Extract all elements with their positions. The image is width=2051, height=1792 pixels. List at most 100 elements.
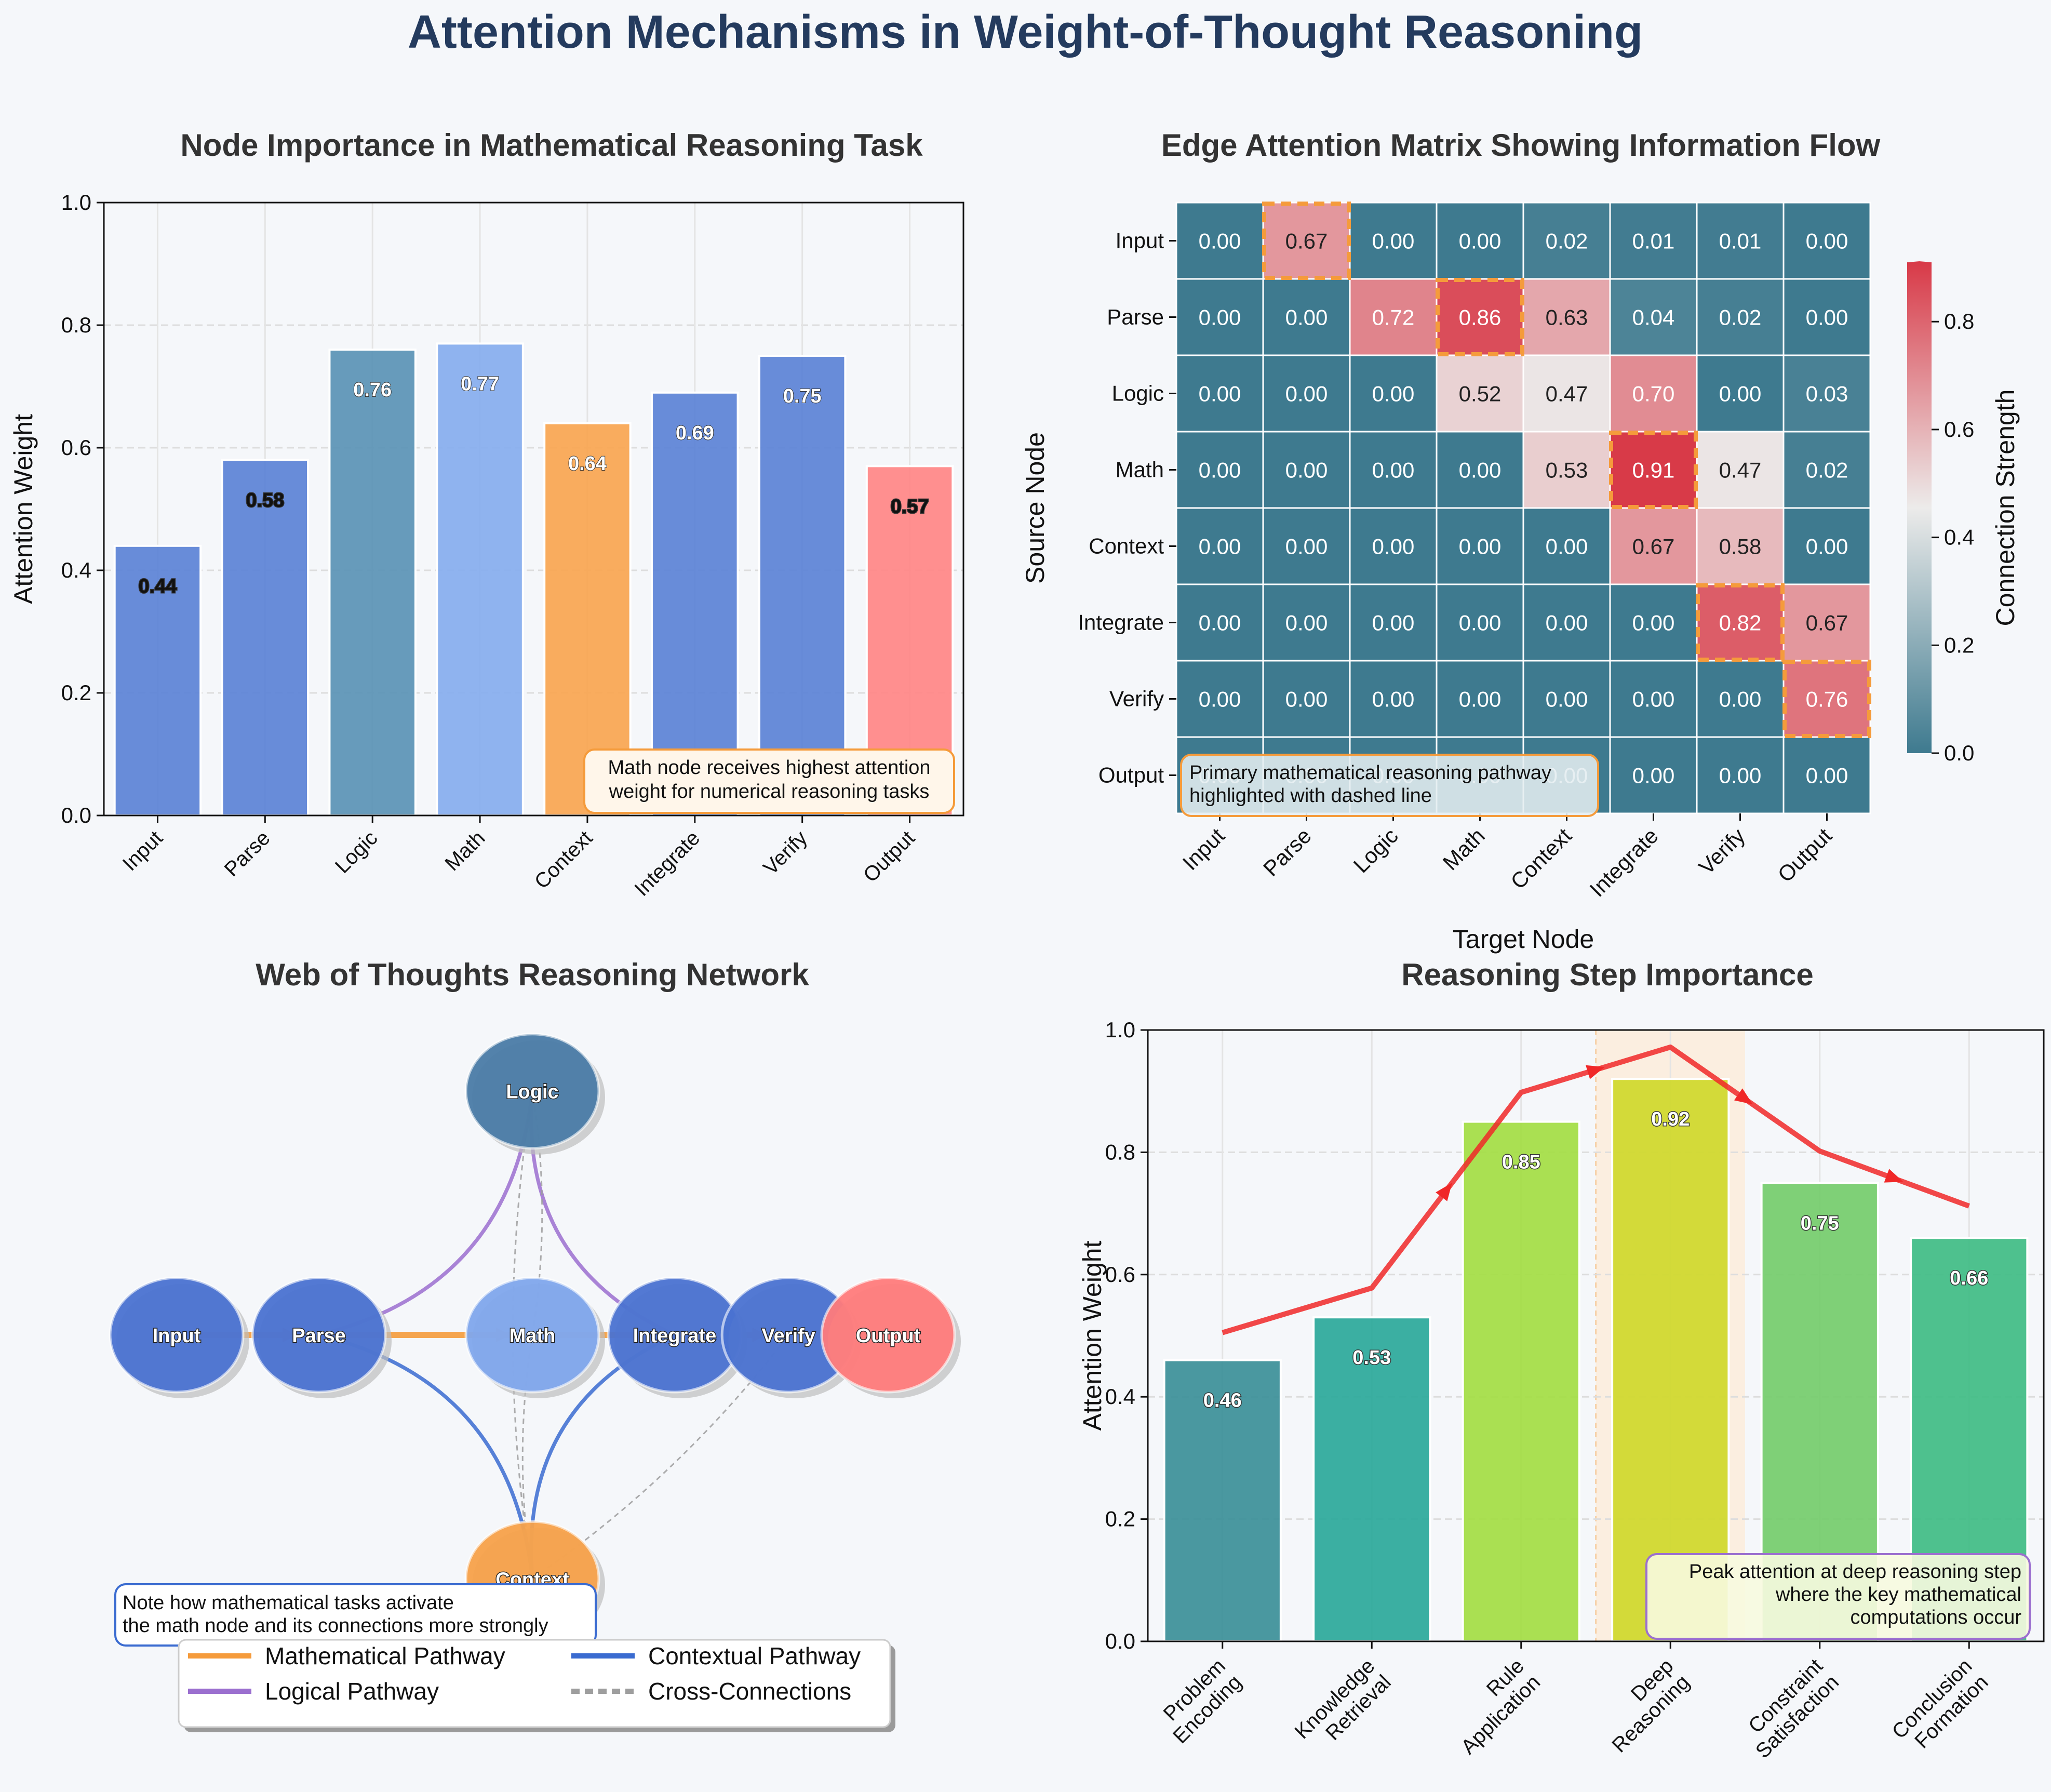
x-tick-label: ConclusionFormation xyxy=(1888,1654,1993,1759)
network-title: Web of Thoughts Reasoning Network xyxy=(256,957,809,992)
heatmap-cell-value: 0.01 xyxy=(1719,229,1762,253)
legend-label: Mathematical Pathway xyxy=(265,1642,505,1669)
bar-value-label: 0.46 xyxy=(1203,1390,1242,1412)
node-logic: Logic xyxy=(464,1033,605,1155)
bar-value-label: 0.64 xyxy=(568,453,607,475)
bar-logic xyxy=(328,349,417,817)
legend-label: Contextual Pathway xyxy=(648,1642,861,1669)
y-tick-label: Input xyxy=(1116,229,1164,253)
heatmap-cell xyxy=(1262,202,1351,280)
heatmap-cell xyxy=(1696,736,1785,814)
network-annotation: Note how mathematical tasks activate the … xyxy=(114,1583,597,1647)
bar-value-label: 0.44 xyxy=(138,576,177,597)
y-tick-label: 0.8 xyxy=(1105,1140,1135,1164)
node-label: Math xyxy=(510,1325,556,1347)
highlighted-cell xyxy=(1782,660,1871,738)
bar xyxy=(1611,1078,1730,1642)
heatmap-cell-value: 0.52 xyxy=(1459,382,1502,406)
heatmap-cell-value: 0.00 xyxy=(1372,458,1415,483)
y-tick-label: 0.4 xyxy=(61,558,91,582)
heatmap-cell-value: 0.04 xyxy=(1632,305,1675,330)
bar-value-labels: 0.44 0.58 0.76 0.77 0.64 0.69 0.75 0.57 xyxy=(138,372,930,598)
x-tick-label: Verify xyxy=(759,826,812,879)
heatmap-cell-value: 0.58 xyxy=(1719,534,1762,559)
bar-value-label: 0.85 xyxy=(1502,1152,1540,1173)
heatmap-cell xyxy=(1522,354,1611,433)
heatmap-cell-value: 0.00 xyxy=(1459,458,1502,483)
x-tick-label: Context xyxy=(530,826,597,893)
bar-value-label: 0.75 xyxy=(783,385,822,407)
y-tick-label: Verify xyxy=(1109,687,1164,711)
heatmap-cell-value: 0.00 xyxy=(1372,687,1415,712)
heatmap-cell-value: 0.00 xyxy=(1285,687,1328,712)
heatmap-cell-value: 0.00 xyxy=(1719,382,1762,406)
node-label: Input xyxy=(153,1325,201,1347)
bar-value-label: 0.58 xyxy=(246,490,284,512)
heatmap-title: Edge Attention Matrix Showing Informatio… xyxy=(1161,128,1881,163)
bar-value-label: 0.75 xyxy=(1801,1212,1839,1234)
colorbar-tick-label: 0.6 xyxy=(1944,417,1974,442)
heatmap-cell-value: 0.00 xyxy=(1372,534,1415,559)
reasoning-step-annotation-text: Peak attention at deep reasoning step whe… xyxy=(1689,1561,2021,1628)
heatmap-cell-value: 0.72 xyxy=(1372,305,1415,330)
heatmap-cell-value: 0.00 xyxy=(1372,611,1415,635)
y-tick-label: 0.6 xyxy=(61,435,91,460)
y-tick-label: 0.0 xyxy=(61,803,91,827)
heatmap-cell xyxy=(1522,583,1611,662)
colorbar-label: Connection Strength xyxy=(1991,390,2020,626)
x-axis-label: Target Node xyxy=(1453,925,1594,954)
highlighted-cell xyxy=(1696,583,1785,662)
heatmap-cell-value: 0.00 xyxy=(1459,229,1502,253)
bar xyxy=(1462,1120,1580,1643)
node-label: Logic xyxy=(506,1081,558,1103)
heatmap-cell xyxy=(1436,583,1524,662)
node-label: Output xyxy=(856,1325,921,1347)
heatmap-cell xyxy=(1262,583,1351,662)
heatmap-cell xyxy=(1696,202,1785,280)
y-axis-label: Attention Weight xyxy=(1078,1240,1107,1430)
x-tick-label: Logic xyxy=(331,826,382,878)
heatmap-cell xyxy=(1782,431,1871,509)
heatmap-cell-value: 0.00 xyxy=(1459,687,1502,712)
grid-lines xyxy=(1148,1029,2044,1642)
node-math: Math xyxy=(464,1276,605,1398)
heatmap-cell xyxy=(1696,660,1785,738)
node-circle xyxy=(464,1276,600,1394)
node-circle xyxy=(251,1276,387,1394)
trend-line xyxy=(1222,1044,1970,1335)
x-tick-label: Context xyxy=(1506,823,1576,894)
bar-value-label: 0.53 xyxy=(1352,1347,1391,1369)
heatmap-cell xyxy=(1262,660,1351,738)
heatmap-cell-value: 0.00 xyxy=(1372,382,1415,406)
heatmap-cell-value: 0.91 xyxy=(1632,458,1675,483)
edge-attention-heatmap: Edge Attention Matrix Showing Informatio… xyxy=(1021,128,2020,954)
x-tick-label: Input xyxy=(118,826,167,875)
x-tick-label: Integrate xyxy=(1585,823,1663,901)
y-tick-label: 0.6 xyxy=(1105,1262,1135,1287)
x-tick-label: Parse xyxy=(220,826,275,881)
x-tick-label: KnowledgeRetrieval xyxy=(1291,1654,1396,1759)
bar-parse xyxy=(221,459,310,817)
reasoning-step-chart: Reasoning Step Importance 0.46 0.53 0.85 0.… xyxy=(1078,957,2045,1763)
heatmap-cell xyxy=(1349,583,1438,662)
x-tick-label: Parse xyxy=(1258,823,1316,881)
heatmap-cell xyxy=(1782,507,1871,585)
reasoning-step-title: Reasoning Step Importance xyxy=(1401,957,1813,992)
heatmap-cell-value: 0.00 xyxy=(1199,687,1241,712)
edge-math-logic xyxy=(531,1091,543,1335)
heatmap-cell-value: 0.67 xyxy=(1285,229,1328,253)
heatmap-cell-value: 0.00 xyxy=(1546,534,1588,559)
heatmap-cell xyxy=(1522,278,1611,356)
heatmap-cell-value: 0.86 xyxy=(1459,305,1502,330)
y-axis-label: Attention Weight xyxy=(9,414,38,604)
heatmap-cell xyxy=(1609,431,1698,509)
heatmap-cell-value: 0.00 xyxy=(1806,229,1848,253)
heatmap-cell-value: 0.00 xyxy=(1459,534,1502,559)
plot-frame xyxy=(103,202,964,817)
heatmap-cell-value: 0.67 xyxy=(1806,611,1848,635)
legend-label: Cross-Connections xyxy=(648,1678,851,1705)
bar-value-label: 0.77 xyxy=(461,373,499,395)
reasoning-step-annotation: Peak attention at deep reasoning step whe… xyxy=(1645,1553,2031,1640)
bars xyxy=(113,342,954,817)
